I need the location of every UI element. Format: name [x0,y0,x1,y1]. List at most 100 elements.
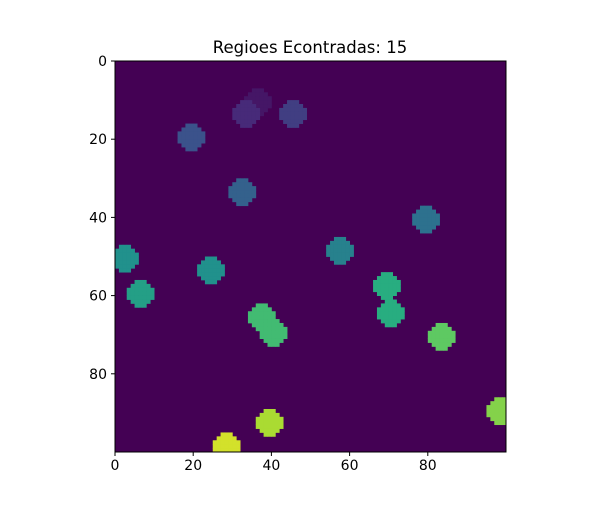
region-pixel [283,334,288,340]
region-pixel [333,256,339,261]
region-pixel [490,416,495,422]
region-pixel [130,287,135,293]
region-pixel [138,303,143,308]
region-pixel [330,252,335,257]
region-pixel [118,244,124,250]
region-pixel [396,303,401,308]
region-pixel [130,264,135,269]
region-pixel [212,260,218,265]
region-pixel [251,111,257,117]
region-pixel [326,252,331,257]
region-pixel [267,330,272,336]
region-pixel [380,311,386,316]
region-pixel [240,182,245,187]
region-pixel [232,193,237,199]
region-pixel [189,143,194,148]
region-pixel [130,260,135,265]
region-pixel [412,217,417,222]
region-pixel [294,123,300,128]
region-pixel [267,311,272,316]
region-pixel [502,408,507,414]
region-pixel [275,326,280,332]
region-pixel [201,135,206,140]
region-pixel [427,225,433,230]
region-pixel [255,115,261,121]
region-pixel [380,287,386,293]
region-pixel [216,448,221,453]
region-pixel [427,205,433,210]
x-tick-label: 60 [341,458,359,474]
y-tick-label: 20 [89,132,107,148]
region-pixel [275,334,280,340]
region-pixel [126,268,132,273]
region-pixel [502,405,507,410]
region-pixel [271,408,276,414]
region-pixel [240,111,245,117]
region-pixel [330,248,335,253]
region-pixel [244,115,249,121]
region-pixel [287,111,292,117]
region-pixel [263,92,268,97]
region-pixel [134,252,139,257]
region-pixel [275,319,280,324]
region-pixel [384,319,390,324]
region-pixel [283,115,288,121]
region-pixel [384,276,390,281]
region-pixel [384,303,390,308]
region-pixel [193,143,198,148]
region-pixel [259,315,264,320]
region-pixel [400,311,405,316]
region-pixel [220,272,225,277]
region-pixel [208,276,214,281]
region-pixel [388,303,394,308]
region-pixel [330,244,335,250]
region-blob [255,408,284,437]
region-pixel [384,307,390,312]
region-pixel [384,272,390,277]
region-pixel [208,256,214,261]
region-pixel [341,256,347,261]
region-pixel [419,229,425,234]
region-pixel [486,412,491,418]
region-pixel [263,307,268,312]
region-pixel [337,236,343,242]
region-blob [212,432,241,453]
region-pixel [122,264,128,269]
region-pixel [236,182,241,187]
region-pixel [259,420,264,426]
region-pixel [189,131,194,136]
region-pixel [138,291,143,296]
region-pixel [130,299,135,304]
region-pixel [247,193,253,199]
region-pixel [279,115,284,121]
region-pixel [435,213,440,218]
region-pixel [443,334,448,340]
region-pixel [244,182,249,187]
x-tick-label: 40 [262,458,280,474]
region-pixel [494,401,499,406]
region-pixel [251,119,257,124]
region-blob [232,100,261,128]
region-pixel [427,209,433,214]
region-pixel [118,260,124,265]
region-pixel [290,119,296,124]
region-pixel [240,186,245,191]
region-pixel [396,315,401,320]
region-pixel [118,252,124,257]
region-pixel [247,123,253,128]
region-pixel [251,96,257,101]
region-pixel [247,96,253,101]
region-pixel [224,444,229,449]
region-pixel [208,264,214,269]
region-pixel [275,424,280,429]
region-pixel [177,139,182,144]
region-pixel [122,252,128,257]
region-pixel [349,244,354,250]
region-pixel [240,197,245,203]
region-pixel [130,248,135,253]
region-pixel [419,213,425,218]
y-tick-label: 60 [89,289,107,305]
region-pixel [333,252,339,257]
region-pixel [126,264,132,269]
region-pixel [294,115,300,121]
